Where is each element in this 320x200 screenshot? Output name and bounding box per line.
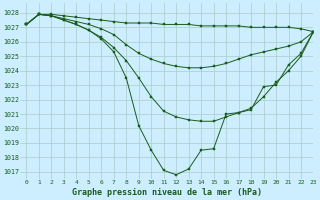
X-axis label: Graphe pression niveau de la mer (hPa): Graphe pression niveau de la mer (hPa) [72,188,262,197]
